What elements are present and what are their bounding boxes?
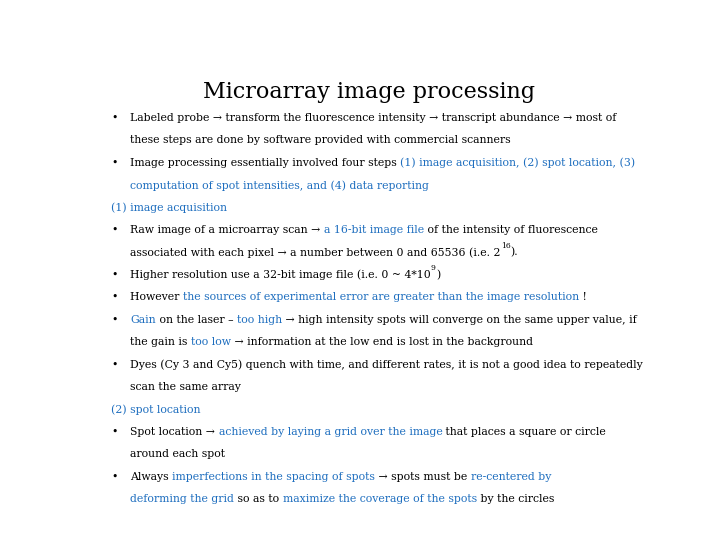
Text: scan the same array: scan the same array [130,382,241,392]
Text: imperfections in the spacing of spots: imperfections in the spacing of spots [172,472,375,482]
Text: Spot location →: Spot location → [130,427,219,437]
Text: Higher resolution use a 32-bit image file (i.e. 0 ~ 4*10: Higher resolution use a 32-bit image fil… [130,270,431,280]
Text: achieved by laying a grid over the image: achieved by laying a grid over the image [219,427,442,437]
Text: •: • [111,427,117,437]
Text: so as to: so as to [234,494,283,504]
Text: •: • [111,360,117,369]
Text: (2) spot location: (2) spot location [111,404,201,415]
Text: •: • [111,158,117,167]
Text: → information at the low end is lost in the background: → information at the low end is lost in … [231,337,533,347]
Text: •: • [111,292,117,302]
Text: Labeled probe → transform the fluorescence intensity → transcript abundance → mo: Labeled probe → transform the fluorescen… [130,113,616,123]
Text: (1) image acquisition: (1) image acquisition [111,202,228,213]
Text: maximize the coverage of the spots: maximize the coverage of the spots [283,494,477,504]
Text: that places a square or circle: that places a square or circle [442,427,606,437]
Text: deforming the grid: deforming the grid [130,494,234,504]
Text: → high intensity spots will converge on the same upper value, if: → high intensity spots will converge on … [282,315,636,325]
Text: → spots must be: → spots must be [375,472,471,482]
Text: 16: 16 [500,242,510,250]
Text: the gain is: the gain is [130,337,191,347]
Text: ): ) [436,270,440,280]
Text: (1) image acquisition, (2) spot location, (3): (1) image acquisition, (2) spot location… [400,158,636,168]
Text: by the circles: by the circles [477,494,554,504]
Text: Microarray image processing: Microarray image processing [203,80,535,103]
Text: •: • [111,113,117,123]
Text: of the intensity of fluorescence: of the intensity of fluorescence [424,225,598,235]
Text: !: ! [579,292,587,302]
Text: too low: too low [191,337,231,347]
Text: a 16-bit image file: a 16-bit image file [324,225,424,235]
Text: around each spot: around each spot [130,449,225,460]
Text: 9: 9 [431,265,436,272]
Text: Dyes (Cy 3 and Cy5) quench with time, and different rates, it is not a good idea: Dyes (Cy 3 and Cy5) quench with time, an… [130,360,643,370]
Text: However: However [130,292,183,302]
Text: these steps are done by software provided with commercial scanners: these steps are done by software provide… [130,135,510,145]
Text: too high: too high [237,315,282,325]
Text: the sources of experimental error are greater than the image resolution: the sources of experimental error are gr… [183,292,579,302]
Text: •: • [111,225,117,235]
Text: ).: ). [510,247,518,258]
Text: computation of spot intensities, and (4) data reporting: computation of spot intensities, and (4)… [130,180,429,191]
Text: •: • [111,472,117,482]
Text: •: • [111,315,117,325]
Text: Image processing essentially involved four steps: Image processing essentially involved fo… [130,158,400,167]
Text: on the laser –: on the laser – [156,315,237,325]
Text: Always: Always [130,472,172,482]
Text: Raw image of a microarray scan →: Raw image of a microarray scan → [130,225,324,235]
Text: Gain: Gain [130,315,156,325]
Text: re-centered by: re-centered by [471,472,552,482]
Text: associated with each pixel → a number between 0 and 65536 (i.e. 2: associated with each pixel → a number be… [130,247,500,258]
Text: •: • [111,270,117,280]
